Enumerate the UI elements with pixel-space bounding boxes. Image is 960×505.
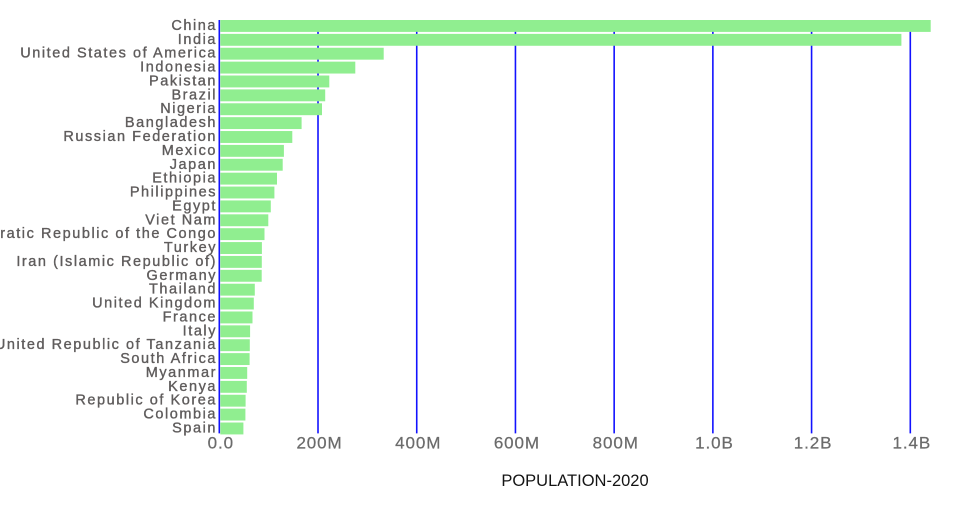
svg-text:Egypt: Egypt [172, 198, 217, 214]
svg-text:China: China [171, 18, 217, 34]
svg-text:Indonesia: Indonesia [140, 60, 217, 76]
svg-text:800M: 800M [593, 434, 639, 453]
svg-text:1.2B: 1.2B [794, 434, 833, 453]
svg-text:1.0B: 1.0B [695, 434, 734, 453]
svg-text:Italy: Italy [183, 323, 217, 339]
svg-text:Democratic Republic of the Con: Democratic Republic of the Congo [0, 226, 217, 242]
svg-text:Pakistan: Pakistan [149, 73, 217, 89]
svg-text:0.0: 0.0 [208, 434, 234, 453]
svg-text:Brazil: Brazil [171, 87, 217, 103]
svg-text:POPULATION-2020: POPULATION-2020 [501, 472, 648, 490]
svg-text:Germany: Germany [147, 268, 217, 284]
svg-text:Colombia: Colombia [143, 407, 217, 423]
svg-text:Spain: Spain [172, 420, 217, 436]
svg-text:India: India [178, 32, 217, 48]
svg-text:Nigeria: Nigeria [160, 101, 217, 117]
svg-text:400M: 400M [395, 434, 441, 453]
svg-text:Kenya: Kenya [168, 379, 217, 395]
svg-text:600M: 600M [494, 434, 540, 453]
svg-text:South Africa: South Africa [120, 351, 217, 367]
svg-text:France: France [163, 309, 217, 325]
svg-text:Mexico: Mexico [162, 143, 217, 159]
svg-text:Ethiopia: Ethiopia [152, 171, 217, 187]
svg-text:Myanmar: Myanmar [146, 365, 217, 381]
svg-text:Philippines: Philippines [130, 185, 217, 201]
svg-text:Republic of Korea: Republic of Korea [75, 393, 217, 409]
svg-text:United Republic of Tanzania: United Republic of Tanzania [0, 337, 217, 353]
svg-text:Japan: Japan [170, 157, 217, 173]
svg-text:200M: 200M [296, 434, 342, 453]
svg-text:Turkey: Turkey [164, 240, 217, 256]
svg-text:1.4B: 1.4B [893, 434, 932, 453]
svg-text:Bangladesh: Bangladesh [125, 115, 217, 131]
svg-text:Viet Nam: Viet Nam [145, 212, 217, 228]
svg-text:Iran (Islamic Republic of): Iran (Islamic Republic of) [16, 254, 217, 270]
svg-text:Russian Federation: Russian Federation [63, 129, 217, 145]
svg-text:United States of America: United States of America [20, 46, 217, 62]
svg-text:Thailand: Thailand [149, 282, 217, 298]
svg-text:United Kingdom: United Kingdom [92, 296, 217, 312]
